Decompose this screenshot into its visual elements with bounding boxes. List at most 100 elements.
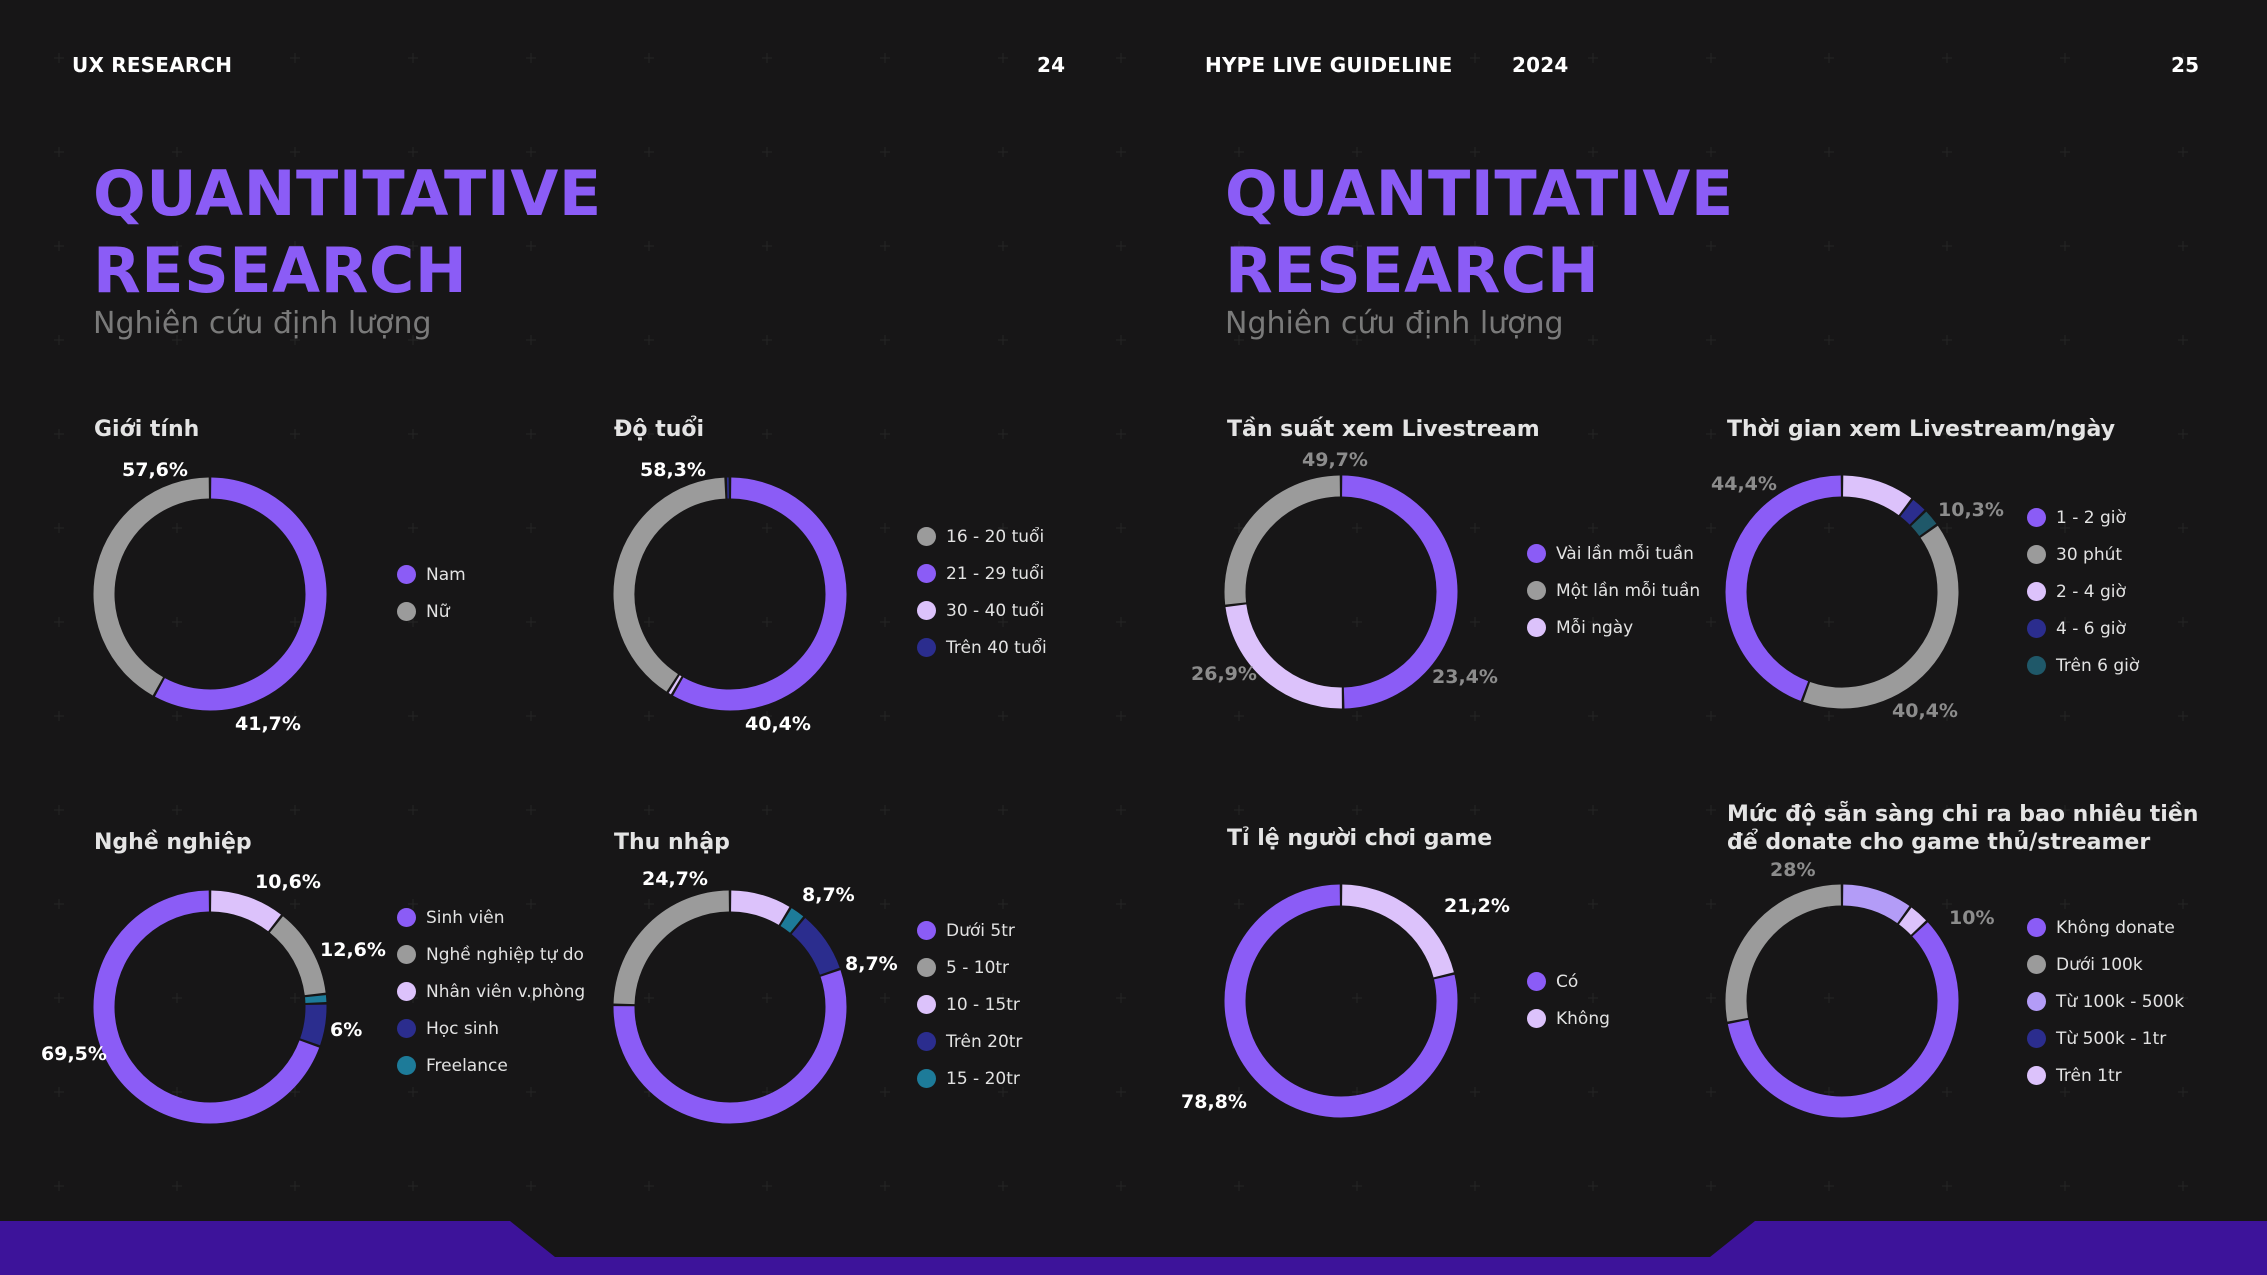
legend-item: Dưới 5tr (917, 912, 1022, 949)
legend-item: Có (1527, 963, 1610, 1000)
header-section-left: UX RESEARCH (72, 53, 233, 77)
legend-label: Vài lần mỗi tuần (1556, 543, 1694, 564)
grid-plus (1470, 241, 1480, 251)
grid-plus (1116, 147, 1126, 157)
grid-plus (54, 617, 64, 627)
grid-plus (172, 1087, 182, 1097)
grid-plus (1470, 993, 1480, 1003)
grid-plus (172, 805, 182, 815)
data-label: 41,7% (235, 713, 301, 735)
donut-segment (613, 970, 847, 1124)
grid-plus (408, 805, 418, 815)
grid-plus (762, 711, 772, 721)
grid-plus (54, 993, 64, 1003)
grid-plus (2060, 53, 2070, 63)
grid-plus (54, 53, 64, 63)
legend-swatch (917, 958, 936, 977)
legend-item: Trên 6 giờ (2027, 647, 2139, 684)
donut-segment (730, 890, 790, 926)
grid-plus (1942, 1087, 1952, 1097)
grid-plus (1824, 335, 1834, 345)
grid-plus (880, 1181, 890, 1191)
donut-segment (1803, 525, 1959, 709)
donut-segment (300, 1004, 327, 1046)
grid-plus (290, 1181, 300, 1191)
legend-income: Dưới 5tr 5 - 10tr 10 - 15tr Trên 20tr 15… (917, 912, 1022, 1097)
grid-plus (408, 1181, 418, 1191)
grid-plus (1470, 805, 1480, 815)
grid-plus (526, 711, 536, 721)
grid-plus (172, 335, 182, 345)
grid-plus (54, 711, 64, 721)
legend-item: 5 - 10tr (917, 949, 1022, 986)
grid-plus (2178, 429, 2188, 439)
legend-item: Từ 100k - 500k (2027, 983, 2184, 1020)
grid-plus (1116, 335, 1126, 345)
grid-plus (998, 899, 1008, 909)
grid-plus (998, 429, 1008, 439)
grid-plus (762, 429, 772, 439)
legend-item: 16 - 20 tuổi (917, 518, 1047, 555)
legend-label: Freelance (426, 1055, 508, 1076)
grid-plus (1706, 53, 1716, 63)
donut-segment (93, 477, 210, 696)
chart-title-income: Thu nhập (614, 830, 730, 855)
grid-plus (1942, 53, 1952, 63)
legend-label: 21 - 29 tuổi (946, 563, 1045, 584)
data-label: 8,7% (802, 884, 855, 906)
legend-item: 15 - 20tr (917, 1060, 1022, 1097)
donut-segment (1224, 884, 1458, 1118)
legend-label: 1 - 2 giờ (2056, 507, 2126, 528)
grid-plus (172, 147, 182, 157)
grid-plus (1824, 429, 1834, 439)
grid-plus (1234, 711, 1244, 721)
grid-plus (1116, 53, 1126, 63)
grid-plus (1352, 711, 1362, 721)
grid-plus (762, 335, 772, 345)
page-title-line1: QUANTITATIVE (93, 157, 602, 230)
legend-swatch (2027, 918, 2046, 937)
grid-plus (290, 241, 300, 251)
grid-plus (880, 711, 890, 721)
grid-plus (644, 711, 654, 721)
data-label: 44,4% (1711, 473, 1777, 495)
grid-plus (2060, 899, 2070, 909)
grid-plus (1588, 523, 1598, 533)
legend-item: Học sinh (397, 1010, 585, 1047)
header-section-right: HYPE LIVE GUIDELINE (1205, 53, 1453, 77)
grid-plus (644, 241, 654, 251)
grid-plus (2178, 147, 2188, 157)
grid-plus (1706, 899, 1716, 909)
donut-segment (673, 477, 847, 711)
grid-plus (1588, 429, 1598, 439)
legend-swatch (2027, 582, 2046, 601)
grid-plus (2060, 617, 2070, 627)
donut-segment (1725, 884, 1842, 1022)
grid-plus (2178, 1087, 2188, 1097)
grid-plus (1470, 523, 1480, 533)
donut-segment (791, 918, 840, 976)
grid-plus (1116, 1181, 1126, 1191)
legend-swatch (2027, 656, 2046, 675)
grid-plus (1706, 805, 1716, 815)
grid-plus (1234, 241, 1244, 251)
grid-plus (2060, 147, 2070, 157)
grid-plus (1706, 1181, 1716, 1191)
legend-label: Một lần mỗi tuần (1556, 580, 1701, 601)
donut-segment (668, 675, 682, 695)
grid-plus (1706, 147, 1716, 157)
grid-plus (880, 805, 890, 815)
chart-title-gender: Giới tính (94, 417, 200, 442)
grid-plus (1352, 335, 1362, 345)
legend-swatch (2027, 1066, 2046, 1085)
legend-gamer-ratio: Có Không (1527, 963, 1610, 1037)
grid-plus (1824, 523, 1834, 533)
chart-title-occupation: Nghề nghiệp (94, 830, 252, 855)
grid-plus (54, 335, 64, 345)
grid-plus (408, 335, 418, 345)
donut-segment (1900, 499, 1925, 525)
grid-plus (762, 805, 772, 815)
grid-plus (1824, 147, 1834, 157)
legend-gender: Nam Nữ (397, 556, 466, 630)
legend-item: Không donate (2027, 909, 2184, 946)
